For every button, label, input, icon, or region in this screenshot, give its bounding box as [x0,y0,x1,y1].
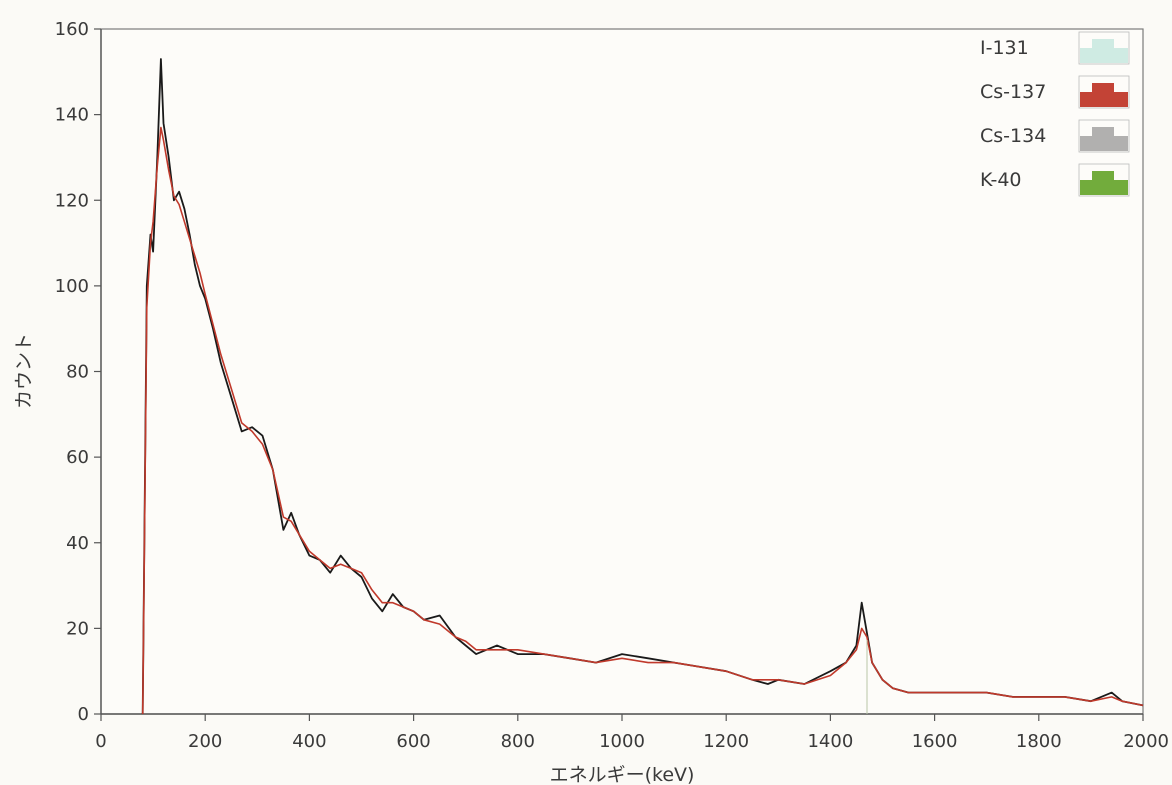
legend-swatch-frame [1078,75,1130,109]
x-tick-label: 1400 [807,731,853,752]
y-tick-label: 60 [66,447,89,468]
x-tick-label: 1200 [703,731,749,752]
y-tick-label: 40 [66,533,89,554]
legend-item: Cs-137 [980,75,1130,109]
y-axis: 0 20 40 60 80 100 120 140 160 [55,19,101,725]
y-tick-label: 20 [66,618,89,639]
x-tick-label: 0 [95,731,106,752]
fitted-spectrum-line [141,126,1144,715]
x-tick-label: 600 [396,731,430,752]
y-tick-label: 120 [55,190,89,211]
x-tick-label: 1600 [912,731,958,752]
legend-swatch-frame [1078,163,1130,197]
x-tick-label: 1800 [1016,731,1062,752]
legend-label: K-40 [980,169,1022,191]
legend-swatch [1080,39,1128,63]
legend-label: Cs-134 [980,125,1046,147]
legend: I-131 Cs-137 Cs-134 K-40 [980,31,1130,197]
legend-item: I-131 [980,31,1130,65]
x-axis: 0 200 400 600 800 1000 1200 1400 1600 1800 2000 [95,714,1169,752]
legend-item: Cs-134 [980,119,1130,153]
x-axis-title: エネルギー(keV) [550,764,695,785]
legend-label: I-131 [980,37,1029,59]
series-layer [141,58,1144,715]
legend-label: Cs-137 [980,81,1046,103]
x-tick-label: 1000 [599,731,645,752]
y-tick-label: 80 [66,362,89,383]
legend-item: K-40 [980,163,1130,197]
y-tick-label: 0 [78,704,89,725]
y-tick-label: 100 [55,276,89,297]
x-tick-label: 2000 [1123,731,1169,752]
y-tick-label: 140 [55,105,89,126]
x-tick-label: 200 [188,731,222,752]
legend-swatch-frame [1078,31,1130,65]
legend-swatch [1080,127,1128,151]
x-tick-label: 800 [501,731,535,752]
y-axis-title: カウント [13,333,35,409]
legend-swatch [1080,171,1128,195]
x-tick-label: 400 [292,731,326,752]
plot-area [100,28,1144,715]
y-tick-label: 160 [55,19,89,40]
legend-swatch [1080,83,1128,107]
legend-swatch-frame [1078,119,1130,153]
